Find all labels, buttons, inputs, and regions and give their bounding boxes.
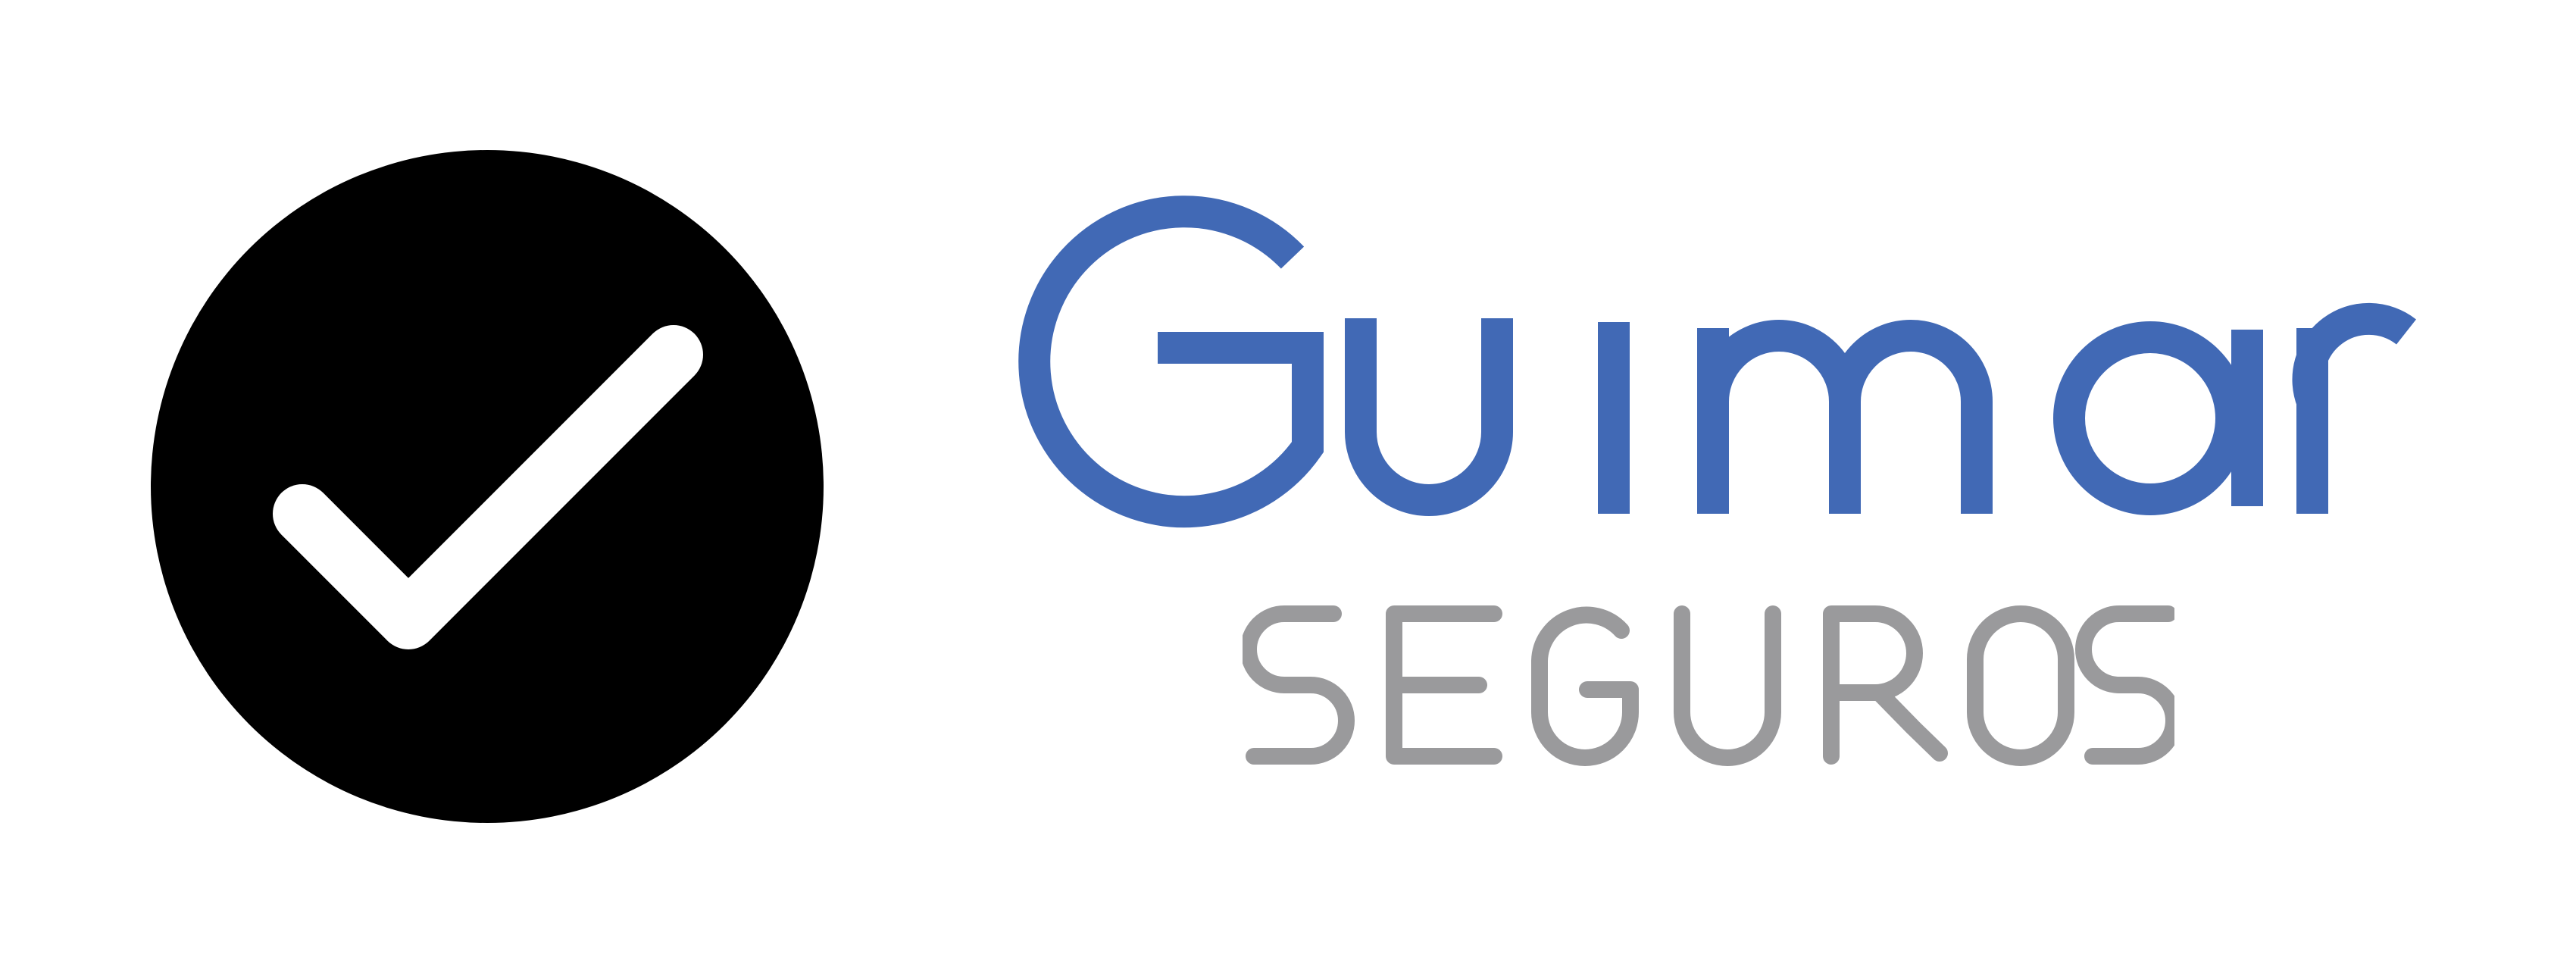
badge-circle xyxy=(151,150,824,823)
letter-u-small xyxy=(1674,605,1781,766)
letter-r-small xyxy=(1823,605,1948,765)
letter-e xyxy=(1386,605,1502,765)
letter-s2 xyxy=(2075,605,2174,765)
brand-tagline xyxy=(1243,599,2174,780)
check-circle-icon xyxy=(151,150,824,823)
letter-u xyxy=(1345,318,1513,516)
letter-g xyxy=(1018,196,1324,528)
letter-g-small xyxy=(1531,606,1639,766)
letter-a-bowl xyxy=(2053,321,2247,515)
letter-r xyxy=(2292,302,2416,514)
brand-wordmark xyxy=(1008,174,2447,583)
letter-s1 xyxy=(1243,605,1355,765)
checkmark-icon xyxy=(273,325,703,649)
letter-m xyxy=(1697,320,1993,514)
letter-o xyxy=(1967,605,2074,766)
